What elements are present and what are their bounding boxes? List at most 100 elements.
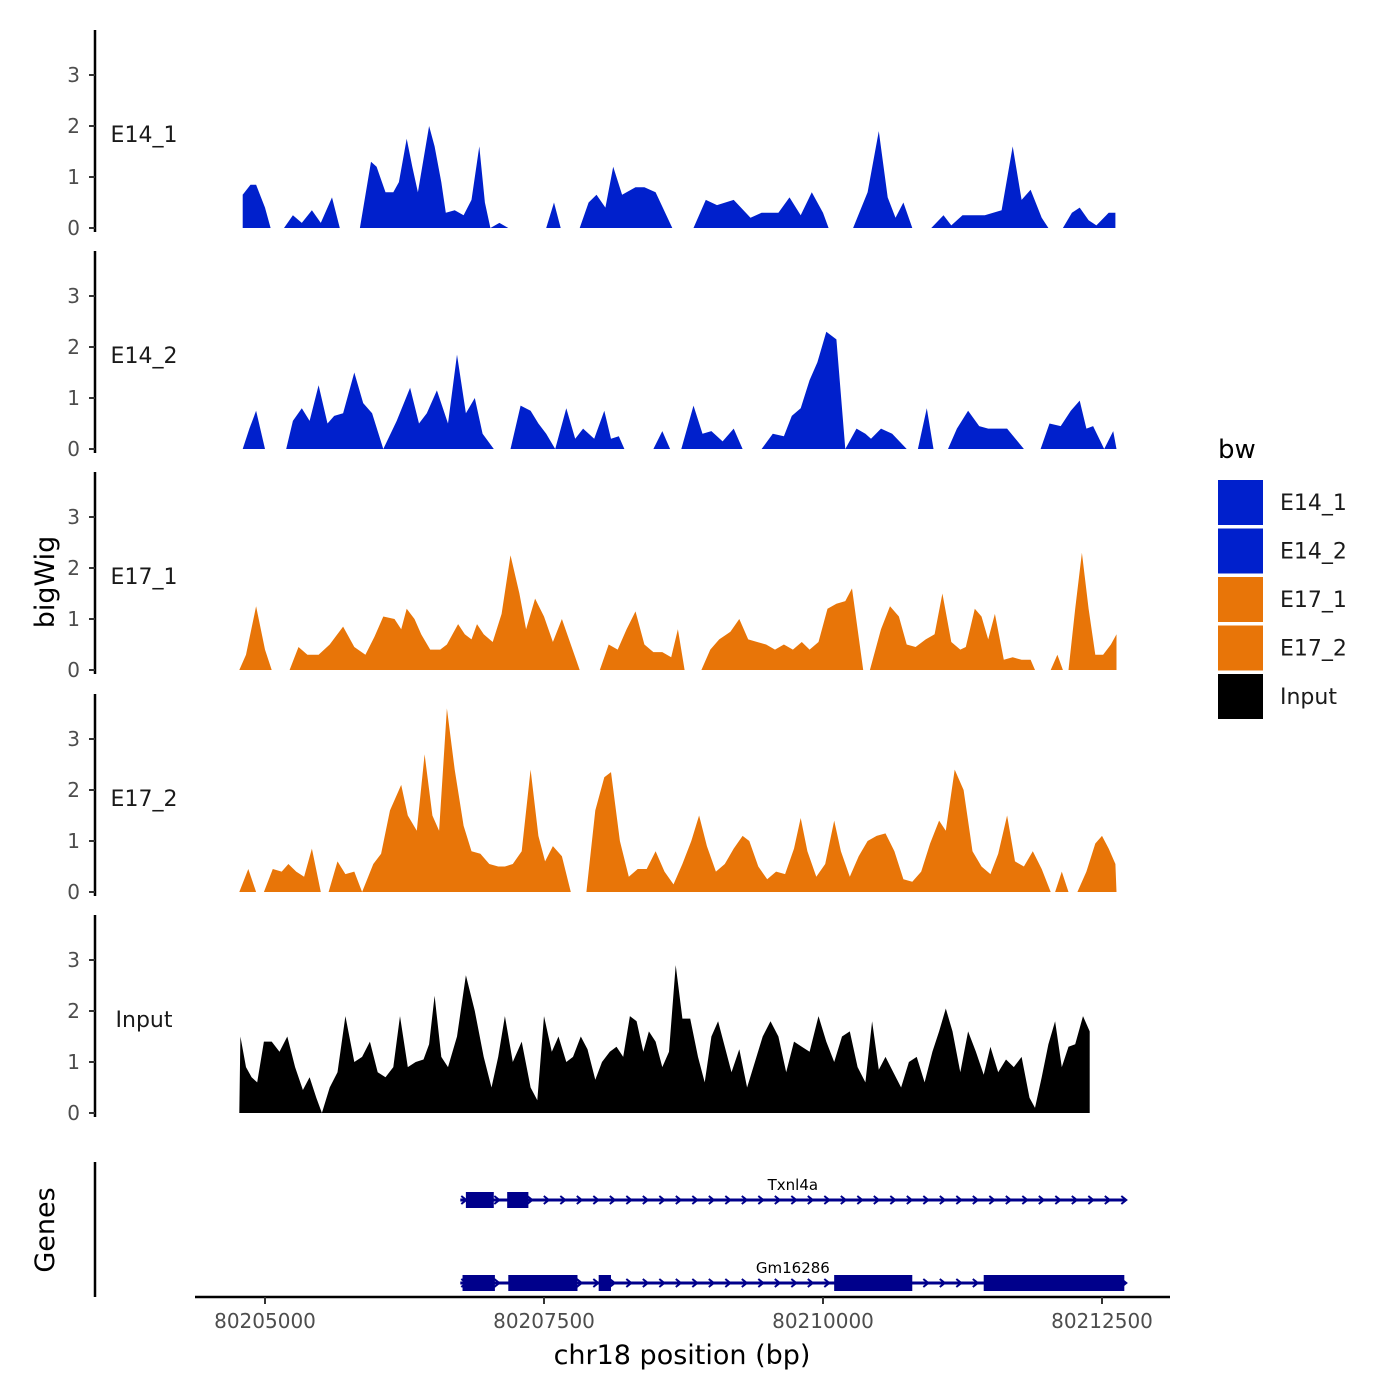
legend-label: E17_1: [1280, 588, 1347, 613]
signal-area: [948, 410, 1024, 449]
y-tick-label: 2: [67, 778, 80, 802]
x-tick-label: 80210000: [772, 1309, 874, 1333]
y-tick-label: 1: [67, 1050, 80, 1074]
signal-area: [681, 405, 743, 449]
strand-arrow: [840, 1195, 848, 1205]
legend-key: [1218, 528, 1263, 574]
signal-area: [599, 611, 685, 670]
legend-label: E17_2: [1280, 637, 1347, 662]
y-tick-label: 1: [67, 165, 80, 189]
strand-arrow: [675, 1278, 683, 1288]
track-e17-2: 0 1 2 3 E17_2: [67, 694, 1117, 904]
strand-arrow: [658, 1278, 666, 1288]
legend-key: [1218, 480, 1263, 525]
track-input: 0 1 2 3 Input: [67, 915, 1090, 1125]
signal-area: [917, 408, 934, 449]
y-tick-label: 2: [67, 114, 80, 138]
y-axis-title: bigWig: [30, 536, 61, 629]
x-tick-label: 80207500: [493, 1309, 595, 1333]
y-tick-label: 3: [67, 948, 80, 972]
y-tick-label: 1: [67, 607, 80, 631]
signal-area: [546, 202, 561, 228]
legend-key: [1218, 674, 1263, 719]
genes-panel: Txnl4a Gm16286: [93, 1162, 1128, 1297]
x-tick-label: 80212500: [1051, 1309, 1153, 1333]
strand-arrow: [1104, 1195, 1112, 1205]
y-tick-label: 1: [67, 386, 80, 410]
legend-label: E14_1: [1280, 491, 1347, 516]
x-axis: 80205000 80207500 80210000 80212500: [195, 1295, 1170, 1333]
track-label: E17_2: [111, 787, 178, 812]
strand-arrow: [741, 1278, 749, 1288]
signal-area: [1077, 835, 1117, 892]
signal-area: [242, 410, 265, 449]
strand-arrow: [592, 1278, 600, 1288]
y-tick-label: 1: [67, 829, 80, 853]
track-e14-1: 0 1 2 3 E14_1: [67, 30, 1116, 240]
strand-arrow: [642, 1195, 650, 1205]
strand-arrow: [625, 1278, 633, 1288]
track-e14-2: 0 1 2 3 E14_2: [67, 251, 1117, 461]
strand-arrow: [939, 1195, 947, 1205]
signal-area: [586, 769, 1051, 892]
signal-area: [1055, 871, 1069, 892]
y-tick-label: 3: [67, 284, 80, 308]
legend-key: [1218, 577, 1263, 622]
strand-arrow: [790, 1278, 798, 1288]
strand-arrow: [691, 1195, 699, 1205]
exon: [508, 1275, 578, 1291]
strand-arrow: [939, 1278, 947, 1288]
signal-area: [701, 588, 864, 670]
y-tick-label: 0: [67, 1101, 80, 1125]
signal-area: [931, 146, 1049, 228]
strand-arrow: [609, 1195, 617, 1205]
y-tick-label: 0: [67, 880, 80, 904]
signal-area: [693, 192, 829, 228]
signal-area: [328, 708, 571, 892]
strand-arrow: [972, 1195, 980, 1205]
track-label: Input: [116, 1008, 173, 1033]
strand-arrow: [543, 1195, 551, 1205]
signal-area: [1068, 552, 1117, 670]
y-tick-label: 2: [67, 556, 80, 580]
signal-area: [653, 431, 671, 449]
strand-arrow: [955, 1195, 963, 1205]
strand-arrow: [988, 1195, 996, 1205]
strand-arrow: [807, 1278, 815, 1288]
strand-arrow: [823, 1278, 831, 1288]
y-tick-label: 2: [67, 335, 80, 359]
strand-arrow: [757, 1278, 765, 1288]
strand-arrow: [724, 1278, 732, 1288]
signal-area: [1040, 400, 1117, 449]
strand-arrow: [972, 1278, 980, 1288]
strand-arrow: [774, 1278, 782, 1288]
exon: [983, 1275, 1125, 1291]
y-tick-label: 0: [67, 437, 80, 461]
strand-arrow: [741, 1195, 749, 1205]
strand-arrow: [757, 1195, 765, 1205]
strand-arrow: [625, 1195, 633, 1205]
x-tick-label: 80205000: [214, 1309, 316, 1333]
signal-area: [579, 166, 673, 228]
track-label: E14_1: [111, 123, 178, 148]
signal-area: [239, 606, 272, 670]
strand-arrow: [807, 1195, 815, 1205]
strand-arrow: [790, 1195, 798, 1205]
signal-area: [761, 331, 907, 449]
signal-area: [286, 354, 494, 449]
signal-area: [289, 555, 580, 670]
strand-arrow: [1071, 1195, 1079, 1205]
strand-arrow: [1054, 1195, 1062, 1205]
signal-area: [263, 848, 321, 892]
signal-area: [1050, 654, 1063, 670]
signal-area: [510, 405, 625, 449]
strand-arrow: [906, 1195, 914, 1205]
tracks-panel: 0 1 2 3 E14_1 0 1 2 3 E14_2 0 1 2 3 E17_1 0 1 2 3 E17_2 0 1 2 3…: [67, 30, 1117, 1125]
signal-area: [869, 593, 1035, 670]
strand-arrow: [1005, 1195, 1013, 1205]
signal-area: [284, 197, 340, 228]
strand-arrow: [1087, 1195, 1095, 1205]
strand-arrow: [922, 1195, 930, 1205]
strand-arrow: [955, 1278, 963, 1288]
